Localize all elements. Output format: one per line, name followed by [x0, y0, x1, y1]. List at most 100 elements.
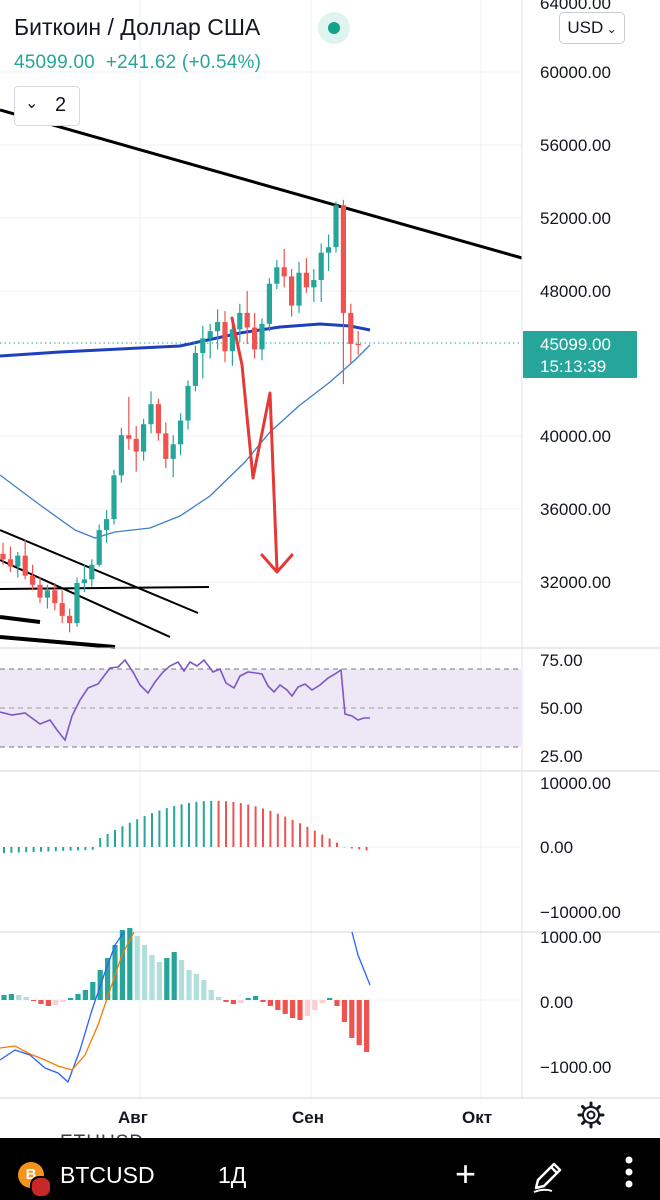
macd-bar	[334, 1000, 340, 1006]
candle-body	[200, 338, 206, 354]
macd-bar	[216, 997, 222, 1000]
channel-upper-line	[0, 529, 199, 614]
macd-bar	[23, 997, 29, 1000]
macd-bar	[75, 994, 81, 1000]
awesome-oscillator-pane[interactable]: 10000.00 0.00 −10000.00	[0, 774, 621, 922]
indicators-count: 2	[55, 94, 67, 116]
macd-bar	[16, 995, 22, 1000]
macd-bar	[364, 1000, 370, 1052]
rsi-line	[0, 658, 370, 742]
macd-bar	[38, 1000, 44, 1004]
candle-body	[67, 615, 73, 624]
candle-body	[163, 433, 169, 459]
macd-bar	[31, 1000, 37, 1001]
timeframe-button[interactable]: 1Д	[218, 1162, 247, 1188]
macd-bar	[260, 1000, 266, 1002]
resistance-trendline	[0, 108, 523, 260]
candle-body	[178, 420, 184, 445]
macd-bar	[82, 990, 88, 1000]
macd-bar	[327, 998, 333, 1000]
candle-body	[318, 252, 324, 281]
macd-bar	[290, 1000, 296, 1018]
ao-tick: 0.00	[540, 838, 573, 857]
rsi-tick: 75.00	[540, 651, 583, 670]
rsi-tick: 25.00	[540, 747, 583, 766]
price-tick: 60000.00	[540, 63, 611, 82]
candle-body	[311, 280, 317, 288]
macd-bar	[164, 958, 170, 1000]
drawing-pen-icon[interactable]	[530, 1158, 566, 1194]
time-tick: Окт	[462, 1108, 492, 1127]
price-change-line: 45099.00 +241.62 (+0.54%)	[14, 52, 261, 74]
macd-tick: 1000.00	[540, 928, 601, 947]
candle-body	[44, 590, 50, 598]
candle-body	[340, 205, 346, 313]
svg-text:15:13:39: 15:13:39	[540, 357, 606, 376]
symbol-button[interactable]: BTCUSD	[60, 1162, 155, 1188]
candle-body	[326, 247, 332, 253]
macd-bar	[319, 1000, 325, 1003]
candle-body	[266, 283, 272, 324]
candle-body	[133, 438, 139, 452]
price-tick: 56000.00	[540, 136, 611, 155]
more-menu-icon[interactable]	[614, 1152, 644, 1192]
macd-bar	[53, 1000, 59, 1005]
macd-bar	[230, 1000, 236, 1004]
macd-bar	[238, 1000, 244, 1003]
candle-body	[215, 322, 221, 332]
time-tick: Авг	[118, 1108, 148, 1127]
add-plus-icon[interactable]: +	[455, 1153, 477, 1194]
candle-body	[37, 584, 43, 598]
macd-bar	[253, 996, 259, 1000]
price-axis[interactable]: 64000.00 60000.00 56000.00 52000.00 4800…	[540, 0, 611, 592]
header-price: 45099.00	[14, 52, 95, 73]
candle-body	[185, 385, 191, 421]
rsi-pane[interactable]: 75.00 50.00 25.00	[0, 651, 583, 766]
candle-body	[355, 343, 361, 346]
price-pane[interactable]: 64000.00 60000.00 56000.00 52000.00 4800…	[0, 0, 637, 1098]
last-price-label: 45099.00 15:13:39	[523, 331, 637, 378]
price-tick: 52000.00	[540, 209, 611, 228]
live-status-icon[interactable]	[318, 12, 350, 44]
fast-moving-average-line	[0, 344, 371, 539]
macd-bar	[142, 945, 148, 1000]
candle-body	[22, 555, 28, 576]
macd-histogram	[1, 928, 370, 1052]
candle-body	[303, 272, 309, 288]
candle-body	[222, 322, 228, 352]
macd-bar	[119, 930, 125, 1000]
macd-bar	[179, 960, 185, 1000]
candle-body	[192, 353, 198, 386]
macd-pane[interactable]: 1000.00 0.00 −1000.00	[0, 928, 611, 1084]
macd-line-right	[351, 931, 371, 986]
channel-base-line	[0, 635, 116, 649]
candle-body	[148, 404, 154, 425]
time-axis[interactable]: Авг Сен Окт	[118, 1108, 492, 1127]
currency-dropdown[interactable]: USD ⌄	[559, 12, 625, 44]
settings-gear-icon[interactable]	[577, 1101, 605, 1129]
rsi-tick: 50.00	[540, 699, 583, 718]
ao-tick: 10000.00	[540, 774, 611, 793]
macd-bar	[60, 1000, 66, 1002]
candle-body	[118, 435, 124, 476]
macd-bar	[149, 955, 155, 1000]
macd-bar	[186, 970, 192, 1000]
indicators-collapse-button[interactable]: ⌄ 2	[14, 86, 80, 126]
signal-line	[0, 931, 135, 1071]
macd-bar	[193, 974, 199, 1000]
macd-bar	[90, 982, 96, 1000]
candlesticks	[0, 199, 361, 633]
candle-body	[126, 435, 132, 439]
macd-bar	[201, 980, 207, 1000]
macd-bar	[8, 994, 14, 1000]
macd-bar	[312, 1000, 318, 1010]
trendlines	[0, 108, 523, 649]
price-gridlines	[0, 0, 522, 1098]
ao-tick: −10000.00	[540, 903, 621, 922]
candle-body	[170, 444, 176, 459]
symbol-description[interactable]: Биткоин / Доллар США	[14, 14, 261, 40]
ao-histogram	[3, 800, 368, 854]
macd-bar	[341, 1000, 347, 1022]
price-tick: 40000.00	[540, 427, 611, 446]
